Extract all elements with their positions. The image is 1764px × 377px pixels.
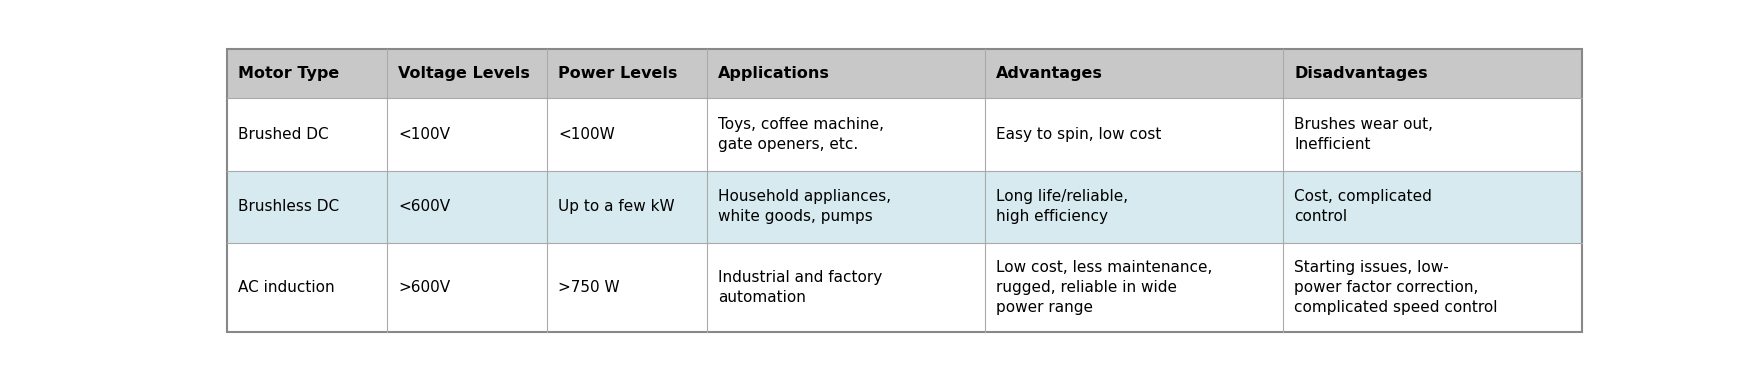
- Text: Applications: Applications: [718, 66, 829, 81]
- Bar: [228, 170, 1581, 243]
- Text: Up to a few kW: Up to a few kW: [557, 199, 674, 214]
- Text: Household appliances,
white goods, pumps: Household appliances, white goods, pumps: [718, 189, 891, 224]
- Text: Brushed DC: Brushed DC: [238, 127, 328, 142]
- Text: Cost, complicated
control: Cost, complicated control: [1293, 189, 1431, 224]
- Text: Long life/reliable,
high efficiency: Long life/reliable, high efficiency: [995, 189, 1127, 224]
- Text: Brushless DC: Brushless DC: [238, 199, 339, 214]
- Text: <600V: <600V: [399, 199, 450, 214]
- Text: Disadvantages: Disadvantages: [1293, 66, 1427, 81]
- Text: <100W: <100W: [557, 127, 614, 142]
- Text: Industrial and factory
automation: Industrial and factory automation: [718, 270, 882, 305]
- Text: Advantages: Advantages: [995, 66, 1102, 81]
- Text: Low cost, less maintenance,
rugged, reliable in wide
power range: Low cost, less maintenance, rugged, reli…: [995, 260, 1212, 315]
- Text: <100V: <100V: [399, 127, 450, 142]
- Text: >750 W: >750 W: [557, 280, 619, 295]
- Text: Voltage Levels: Voltage Levels: [399, 66, 529, 81]
- Text: Toys, coffee machine,
gate openers, etc.: Toys, coffee machine, gate openers, etc.: [718, 117, 884, 152]
- Bar: [228, 49, 1581, 98]
- Bar: [228, 243, 1581, 332]
- Bar: [228, 98, 1581, 170]
- Text: >600V: >600V: [399, 280, 450, 295]
- Text: AC induction: AC induction: [238, 280, 335, 295]
- Text: Easy to spin, low cost: Easy to spin, low cost: [995, 127, 1161, 142]
- Text: Starting issues, low-
power factor correction,
complicated speed control: Starting issues, low- power factor corre…: [1293, 260, 1498, 315]
- Text: Brushes wear out,
Inefficient: Brushes wear out, Inefficient: [1293, 117, 1432, 152]
- Text: Power Levels: Power Levels: [557, 66, 677, 81]
- Text: Motor Type: Motor Type: [238, 66, 339, 81]
